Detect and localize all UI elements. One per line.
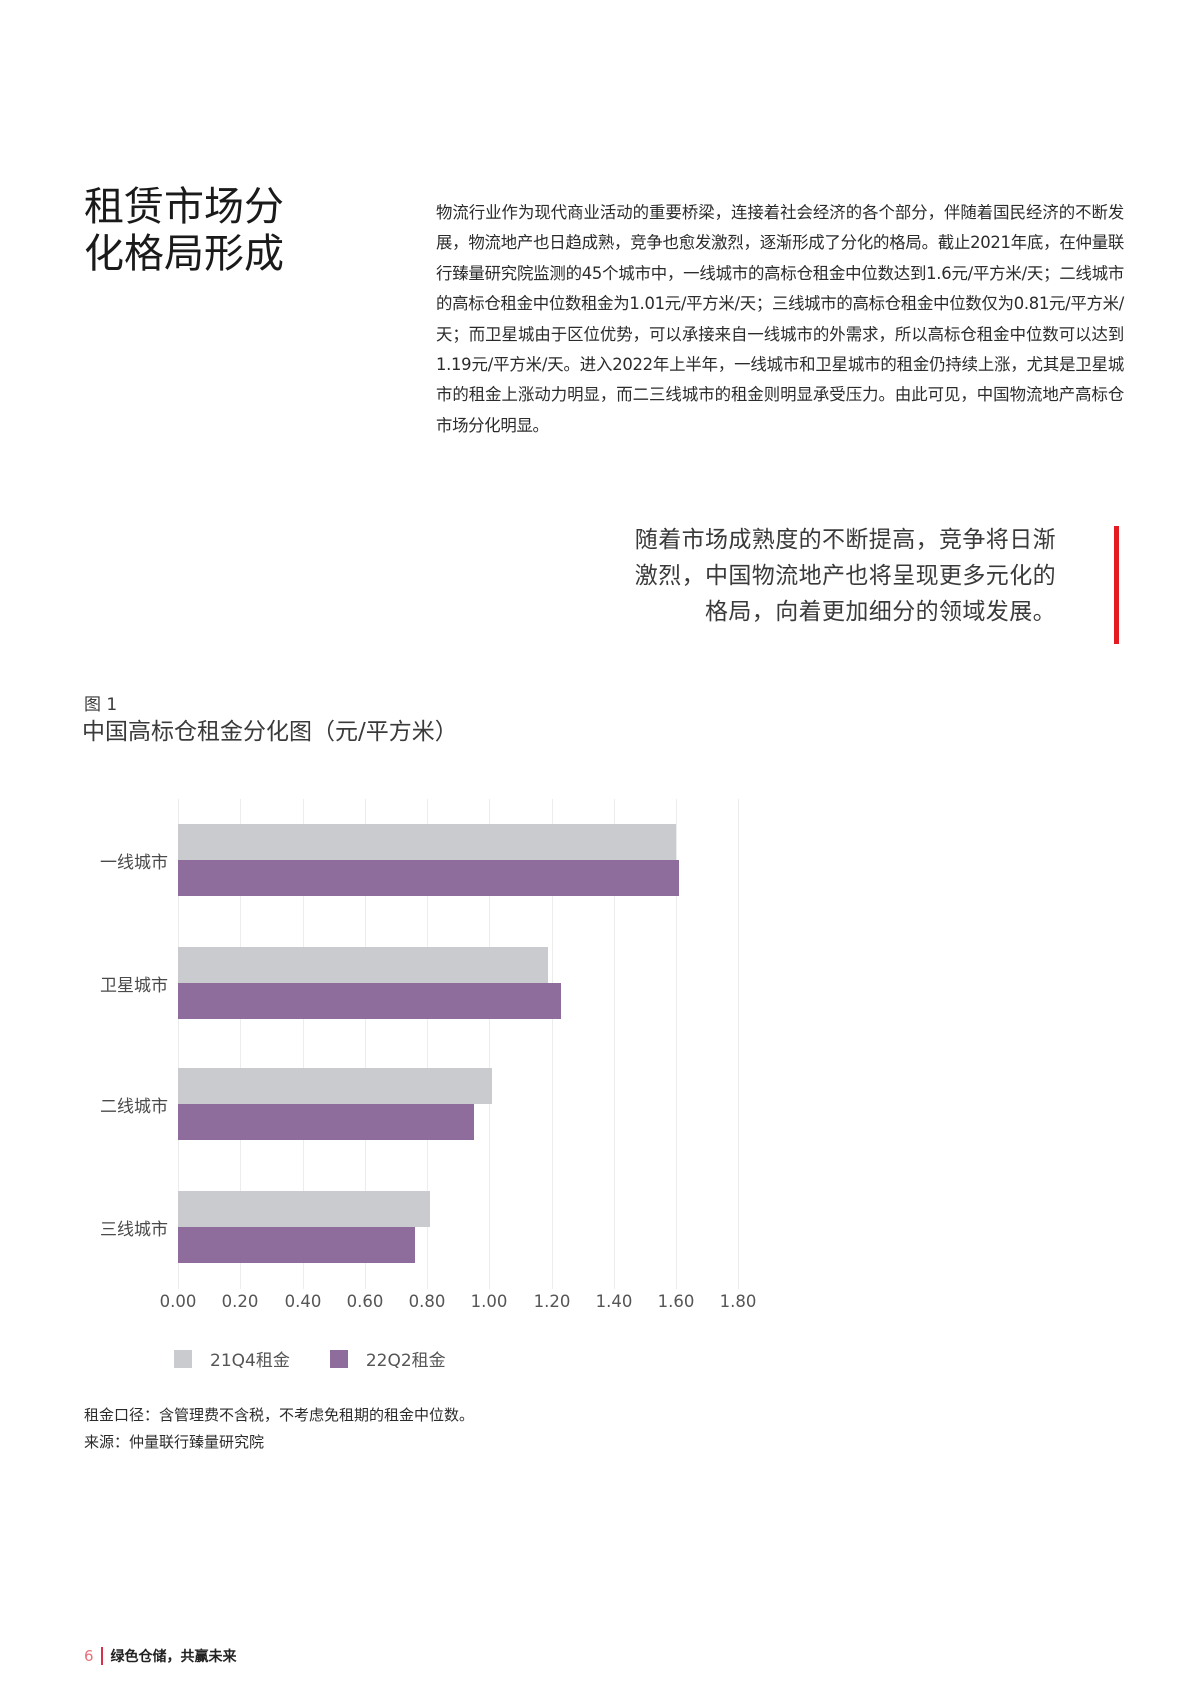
bar-22q2: [178, 1227, 415, 1263]
x-tick-label: 0.60: [346, 1292, 384, 1311]
chart-legend: 21Q4租金 22Q2租金: [174, 1346, 486, 1371]
legend-label: 22Q2租金: [365, 1351, 446, 1371]
bar-21q4: [178, 947, 548, 983]
category-label: 三线城市: [100, 1220, 168, 1240]
x-tick-label: 1.20: [533, 1292, 571, 1311]
page-number: 6: [84, 1647, 94, 1665]
bar-22q2: [178, 1104, 474, 1140]
x-tick-label: 1.40: [595, 1292, 633, 1311]
x-tick-label: 0.00: [159, 1292, 197, 1311]
legend-item-22q2: 22Q2租金: [329, 1346, 446, 1371]
bar-21q4: [178, 1191, 430, 1227]
figure-number: 图 1: [84, 695, 118, 715]
section-heading: 租赁市场分 化格局形成: [84, 184, 324, 278]
pull-quote: 随着市场成熟度的不断提高，竞争将日渐 激烈，中国物流地产也将呈现更多元化的 格局…: [590, 522, 1056, 630]
figure-title: 中国高标仓租金分化图（元/平方米）: [82, 719, 458, 745]
x-tick-label: 1.00: [470, 1292, 508, 1311]
category-label: 二线城市: [100, 1097, 168, 1117]
legend-item-21q4: 21Q4租金: [174, 1346, 290, 1371]
footer-divider: [100, 1647, 103, 1665]
heading-line-2: 化格局形成: [84, 231, 284, 277]
quote-accent-bar: [1114, 526, 1119, 644]
x-tick-label: 0.40: [284, 1292, 322, 1311]
legend-label: 21Q4租金: [210, 1351, 290, 1371]
legend-swatch-purple-icon: [329, 1349, 348, 1368]
bar-21q4: [178, 1068, 492, 1104]
quote-line-3: 格局，向着更加细分的领域发展。: [705, 599, 1056, 625]
category-label: 卫星城市: [100, 976, 168, 996]
legend-swatch-gray-icon: [174, 1349, 192, 1368]
x-tick-label: 0.20: [221, 1292, 259, 1311]
rent-definition-note: 租金口径：含管理费不含税，不考虑免租期的租金中位数。: [84, 1406, 475, 1424]
figure-notes: 租金口径：含管理费不含税，不考虑免租期的租金中位数。 来源：仲量联行臻量研究院: [84, 1402, 474, 1456]
bar-22q2: [178, 860, 679, 896]
heading-line-1: 租赁市场分: [84, 184, 284, 230]
quote-line-1: 随着市场成熟度的不断提高，竞争将日渐: [634, 527, 1056, 553]
source-note: 来源：仲量联行臻量研究院: [84, 1433, 265, 1451]
x-tick-label: 1.80: [719, 1292, 757, 1311]
category-label: 一线城市: [100, 853, 168, 873]
x-tick-label: 0.80: [408, 1292, 446, 1311]
bar-22q2: [178, 983, 561, 1019]
quote-line-2: 激烈，中国物流地产也将呈现更多元化的: [634, 563, 1056, 589]
bar-21q4: [178, 824, 676, 860]
x-tick-label: 1.60: [657, 1292, 695, 1311]
body-paragraph: 物流行业作为现代商业活动的重要桥梁，连接着社会经济的各个部分，伴随着国民经济的不…: [436, 203, 1124, 435]
footer-tagline: 绿色仓储，共赢未来: [110, 1649, 237, 1665]
page-footer: 6 绿色仓储，共赢未来: [84, 1646, 237, 1666]
gridline: [738, 799, 739, 1289]
